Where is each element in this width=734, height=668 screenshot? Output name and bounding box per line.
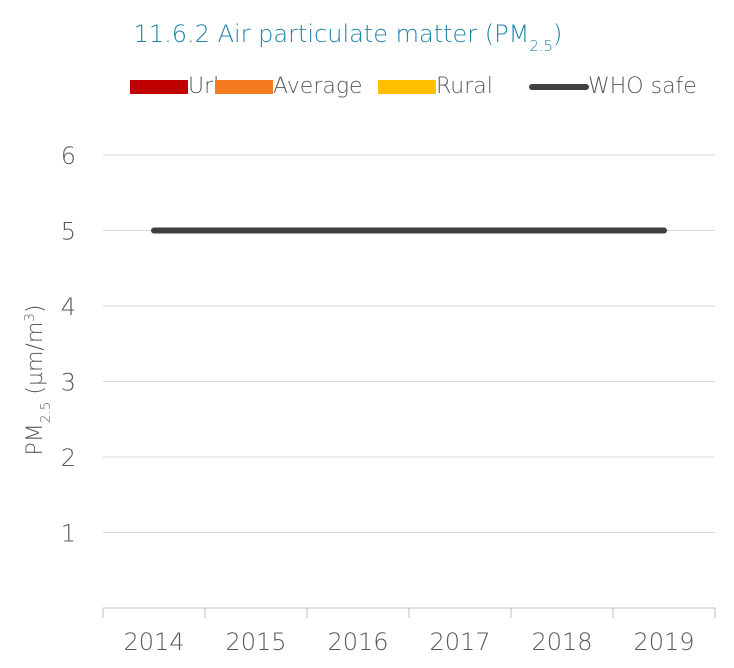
x-tick-label: 2015	[225, 628, 286, 656]
title-text: )	[553, 20, 562, 48]
y-tick-label: 4	[61, 293, 76, 321]
y-label-superscript: 3	[22, 313, 38, 322]
y-tick-label: 1	[61, 520, 76, 548]
x-tick-label: 2017	[429, 628, 490, 656]
title-text: 11.6.2 Air particulate matter (PM	[134, 20, 530, 48]
y-tick-label: 2	[61, 444, 76, 472]
y-label-text: (µm/m	[23, 322, 48, 402]
chart-title: 11.6.2 Air particulate matter (PM2.5)	[134, 20, 563, 55]
y-axis-label: PM2.5 (µm/m3)	[22, 304, 54, 455]
y-tick-label: 6	[61, 142, 76, 170]
legend-label: Average	[273, 74, 363, 99]
legend-swatch	[215, 80, 273, 94]
y-label-subscript: 2.5	[38, 402, 54, 424]
y-label-text: )	[23, 304, 48, 313]
x-tick-label: 2018	[531, 628, 592, 656]
x-tick-label: 2019	[633, 628, 694, 656]
title-subscript: 2.5	[529, 37, 553, 55]
x-tick-label: 2014	[123, 628, 184, 656]
x-tick-label: 2016	[327, 628, 388, 656]
y-label-text: PM	[23, 423, 48, 455]
legend-swatch	[130, 80, 188, 94]
y-tick-label: 3	[61, 369, 76, 397]
legend-swatch	[378, 80, 436, 94]
legend-label: WHO safe	[588, 74, 697, 99]
y-tick-label: 5	[61, 218, 76, 246]
legend-label: Rural	[436, 74, 493, 99]
